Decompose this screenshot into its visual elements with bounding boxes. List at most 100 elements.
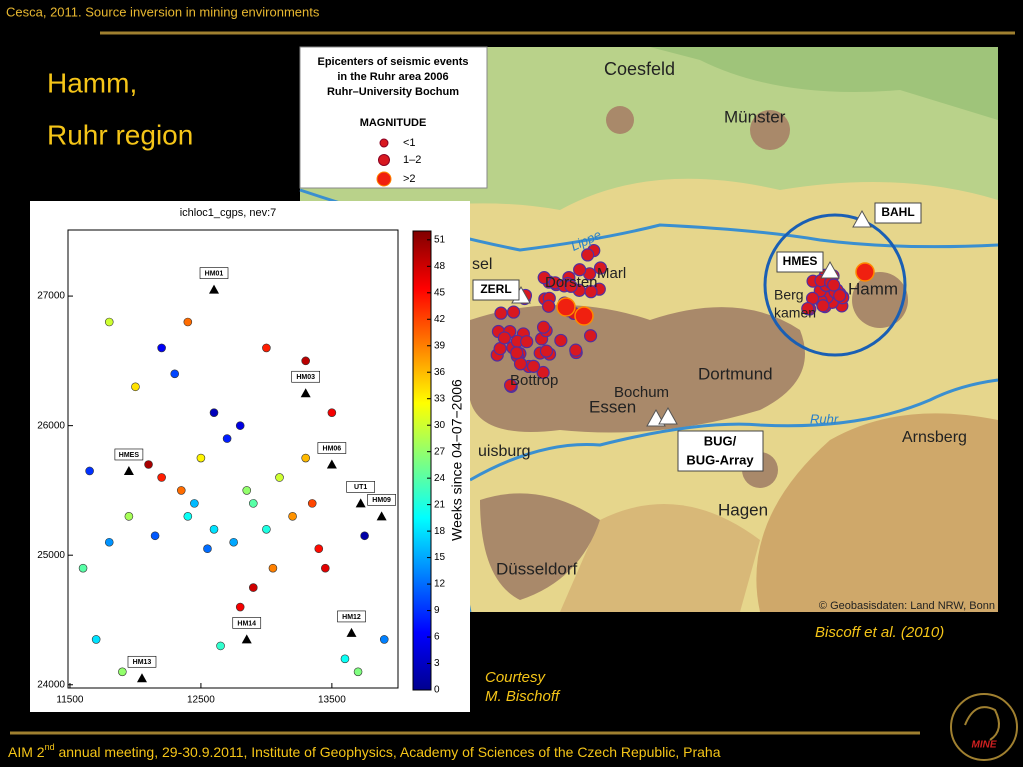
array-box [677, 430, 764, 472]
event-point [78, 563, 88, 573]
station-box [114, 448, 144, 461]
event-point [242, 486, 252, 495]
footer-sup: nd [45, 742, 55, 752]
station-marker [658, 406, 678, 425]
epicenter [581, 248, 595, 262]
source: Cesca, 2011. Source inversion in mining … [6, 4, 320, 19]
logo [950, 693, 1018, 761]
map-label: Ruhr [810, 411, 839, 426]
epicenter [494, 306, 508, 320]
map-label: Dorsten [545, 274, 598, 291]
station-marker [820, 260, 840, 279]
station [326, 459, 337, 469]
event-point [196, 453, 206, 463]
map-label: Bochum [614, 384, 669, 401]
epicenter [542, 299, 556, 313]
event-point [183, 317, 193, 327]
event-point [235, 421, 245, 430]
station-box [337, 610, 366, 623]
colorbar [412, 230, 432, 691]
map-label: uisburg [478, 443, 530, 460]
colorbar-tick-label: 24 [434, 473, 446, 484]
chart: ichloc1_cgps, nev:7 11500 12500 13500 24000 2… [37, 207, 465, 706]
legend-symbol [378, 154, 390, 166]
colorbar-tick-label: 48 [434, 261, 446, 272]
station-box [291, 370, 320, 383]
event-point [307, 499, 317, 508]
courtesy: Courtesy [485, 669, 547, 686]
event-point [222, 434, 232, 443]
event-point [124, 512, 134, 521]
map-label: Coesfeld [604, 59, 675, 79]
epicenter [574, 306, 594, 326]
event-point [327, 408, 337, 417]
colorbar-tick-label: 12 [434, 579, 446, 590]
epicenter [855, 262, 875, 282]
map-label: sel [472, 256, 492, 273]
epicenter [827, 278, 841, 292]
event-point [157, 473, 166, 482]
colorbar-tick-label: 21 [434, 499, 446, 510]
map-label: Arnsberg [902, 429, 967, 446]
epicenter [506, 305, 521, 319]
event-point [85, 466, 94, 476]
event-point [268, 563, 278, 573]
event-point [301, 356, 310, 366]
station [355, 498, 366, 508]
event-point [216, 641, 225, 651]
epicenter [520, 335, 534, 349]
event-point [144, 460, 153, 469]
footer: AIM 2nd annual meeting, 29-30.9.2011, In… [8, 742, 721, 759]
station-box [232, 617, 262, 629]
citation: Biscoff et al. (2010) [815, 624, 944, 641]
station-label: HM14 [237, 620, 256, 627]
station-box [127, 655, 157, 668]
station-marker [852, 209, 872, 228]
event-point [183, 512, 193, 521]
map-label: Berg [774, 287, 804, 303]
station-box [317, 442, 347, 454]
y-tick-label: 24000 [37, 679, 65, 690]
station-label: HM09 [372, 497, 391, 504]
colorbar-tick-label: 3 [434, 658, 440, 669]
map-label: Hagen [718, 500, 768, 519]
x-tick-label: 13500 [318, 695, 346, 706]
legend-title: Epicenters of seismic events [317, 56, 468, 68]
colorbar-tick-label: 15 [434, 552, 446, 563]
map-label: kamen [774, 305, 816, 321]
epicenter [833, 288, 847, 303]
station-label: HMES [119, 452, 140, 459]
event-point [248, 583, 258, 592]
x-tick-label: 12500 [187, 695, 215, 706]
event-point [190, 499, 199, 508]
colorbar-tick-label: 27 [434, 446, 446, 457]
station-label: HM01 [205, 270, 224, 277]
station-label: HM03 [296, 374, 315, 381]
event-point [91, 635, 101, 644]
legend-symbol [376, 171, 392, 187]
colorbar-tick-label: 18 [434, 526, 446, 537]
event-point [104, 317, 114, 327]
legend-label: >2 [403, 173, 416, 185]
event-point [229, 537, 238, 547]
station [346, 627, 357, 637]
event-point [340, 654, 350, 664]
event-point [353, 667, 363, 677]
station-box [776, 251, 824, 273]
legend-title: Ruhr–University Bochum [327, 86, 459, 98]
legend-symbol [379, 138, 389, 148]
epicenter [556, 297, 576, 317]
event-point [209, 524, 219, 534]
epicenter [573, 263, 587, 277]
footer-part: annual meeting, 29-30.9.2011, Institute … [55, 744, 721, 760]
station-box [346, 481, 375, 493]
event-point [288, 512, 297, 521]
event-point [176, 486, 186, 495]
logo-text: MINE [972, 740, 997, 751]
colorbar-tick-label: 51 [434, 234, 446, 245]
station-box [472, 279, 520, 301]
station-box [199, 267, 229, 279]
station [300, 388, 311, 398]
